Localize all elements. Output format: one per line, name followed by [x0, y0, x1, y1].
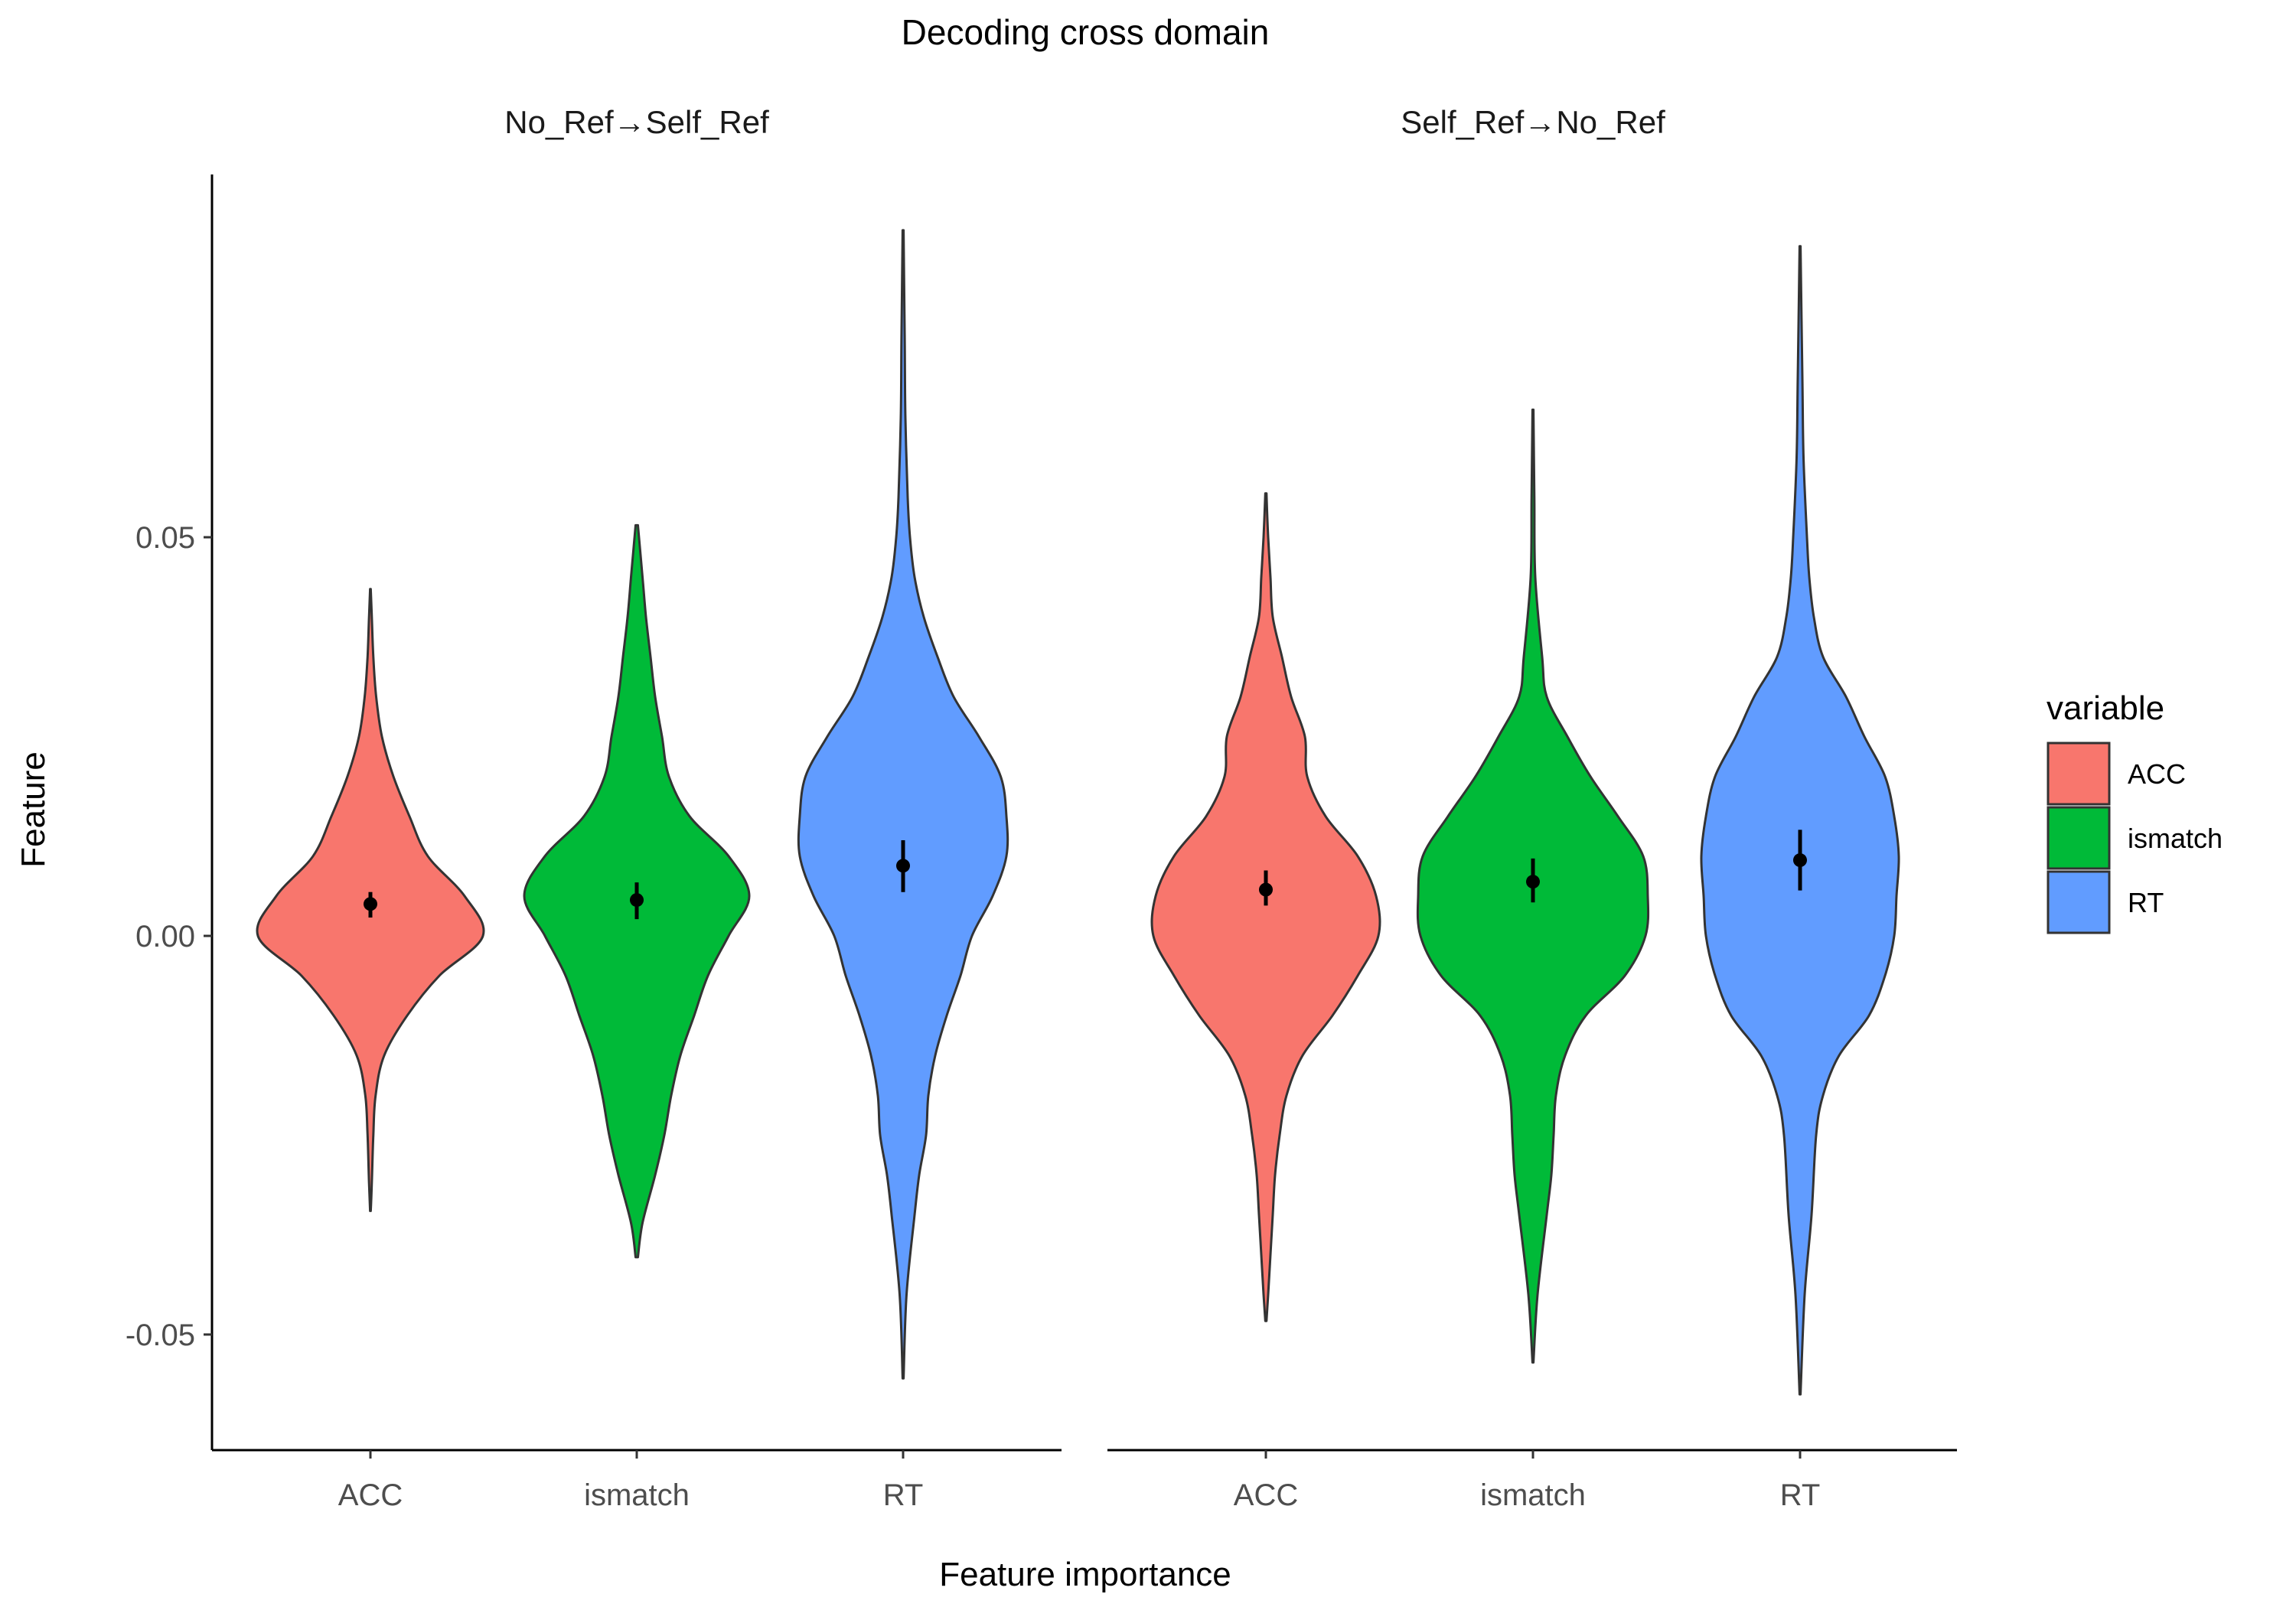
x-axes: ACC ismatch RT ACC ismatch RT	[212, 1449, 1957, 1512]
legend-label-acc: ACC	[2128, 758, 2186, 790]
legend: variable ACC ismatch RT	[2047, 689, 2223, 934]
y-tick-label: -0.05	[126, 1319, 195, 1352]
legend-title: variable	[2047, 689, 2164, 727]
legend-label-rt: RT	[2128, 887, 2164, 918]
mean-point-left-rt	[896, 859, 910, 873]
y-tick-label: 0.00	[135, 920, 195, 953]
x-tick-label: ismatch	[1480, 1478, 1586, 1512]
mean-point-left-acc	[364, 897, 377, 911]
violin-right-acc	[1150, 492, 1381, 1322]
chart-title: Decoding cross domain	[902, 12, 1270, 52]
x-tick-label: ACC	[1234, 1478, 1298, 1512]
facet-label-left: No_Ref→Self_Ref	[504, 104, 769, 140]
facet-label-right: Self_Ref→No_Ref	[1401, 104, 1665, 140]
x-tick-label: ACC	[338, 1478, 403, 1512]
mean-point-right-rt	[1793, 853, 1807, 868]
legend-swatch-acc	[2047, 742, 2111, 806]
legend-swatch-ismatch	[2047, 806, 2111, 870]
y-axis: -0.05 0.00 0.05	[126, 174, 214, 1450]
violin-left-rt	[797, 229, 1009, 1380]
mean-point-right-acc	[1259, 882, 1273, 897]
plot-panels	[256, 229, 1900, 1396]
y-tick-label: 0.05	[135, 521, 195, 555]
legend-label-ismatch: ismatch	[2128, 823, 2223, 854]
x-tick-label: RT	[1780, 1478, 1821, 1512]
x-tick-label: RT	[883, 1478, 924, 1512]
mean-point-left-ismatch	[630, 893, 644, 908]
violin-right-rt	[1700, 245, 1900, 1396]
mean-point-right-ismatch	[1526, 875, 1540, 889]
legend-swatch-rt	[2047, 870, 2111, 934]
x-tick-label: ismatch	[584, 1478, 690, 1512]
x-axis-title: Feature importance	[939, 1556, 1231, 1593]
y-axis-title: Feature	[15, 751, 52, 868]
